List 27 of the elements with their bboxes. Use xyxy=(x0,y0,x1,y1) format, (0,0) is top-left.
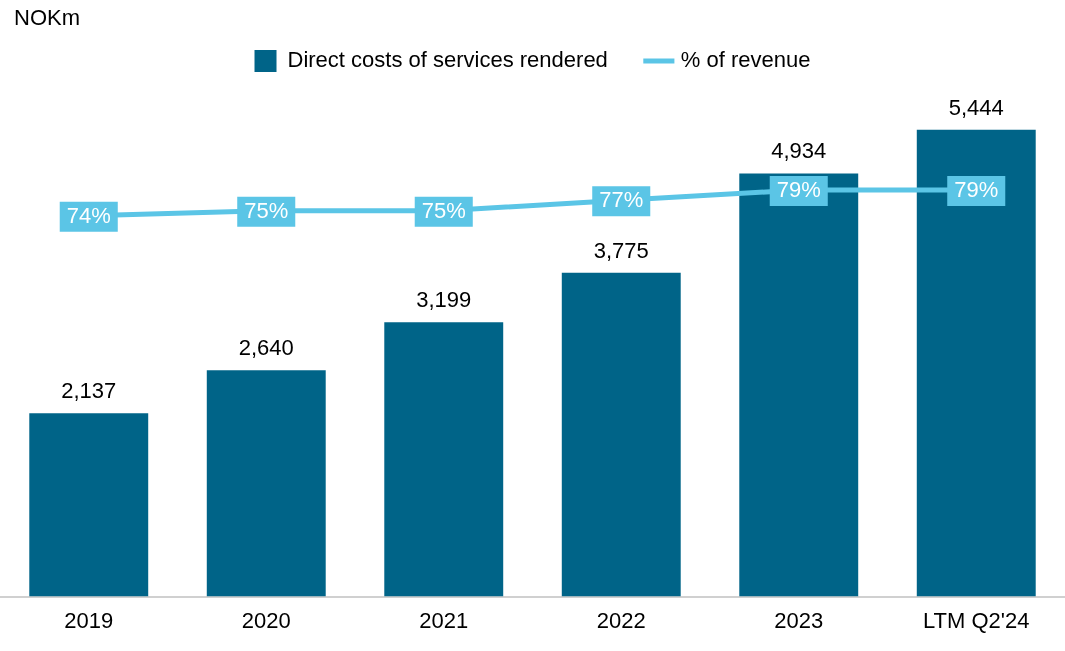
data-label: 4,934 xyxy=(771,138,827,164)
bar xyxy=(739,173,859,597)
x-tick-label: 2021 xyxy=(419,607,469,633)
x-tick-label: 2022 xyxy=(596,607,646,633)
data-label: 5,444 xyxy=(948,94,1004,120)
data-label: 79% xyxy=(954,177,999,203)
legend-label: % of revenue xyxy=(680,47,811,73)
data-label: 3,199 xyxy=(416,287,472,313)
bar xyxy=(916,129,1036,597)
x-tick-label: LTM Q2'24 xyxy=(923,607,1030,633)
data-label: 75% xyxy=(244,197,289,223)
x-tick-label: 2020 xyxy=(241,607,291,633)
data-label: 79% xyxy=(776,177,821,203)
bar xyxy=(561,272,681,597)
bar xyxy=(29,413,149,597)
data-label: 75% xyxy=(421,197,466,223)
bar xyxy=(206,370,326,597)
legend-label: Direct costs of services rendered xyxy=(287,47,608,73)
data-label: 3,775 xyxy=(593,237,649,263)
data-label: 2,640 xyxy=(238,335,294,361)
x-tick-label: 2019 xyxy=(64,607,114,633)
bar xyxy=(384,322,504,597)
data-label: 77% xyxy=(599,187,644,213)
y-axis-title: NOKm xyxy=(14,5,80,31)
x-tick-label: 2023 xyxy=(774,607,824,633)
data-label: 74% xyxy=(66,202,111,228)
data-label: 2,137 xyxy=(61,378,117,404)
